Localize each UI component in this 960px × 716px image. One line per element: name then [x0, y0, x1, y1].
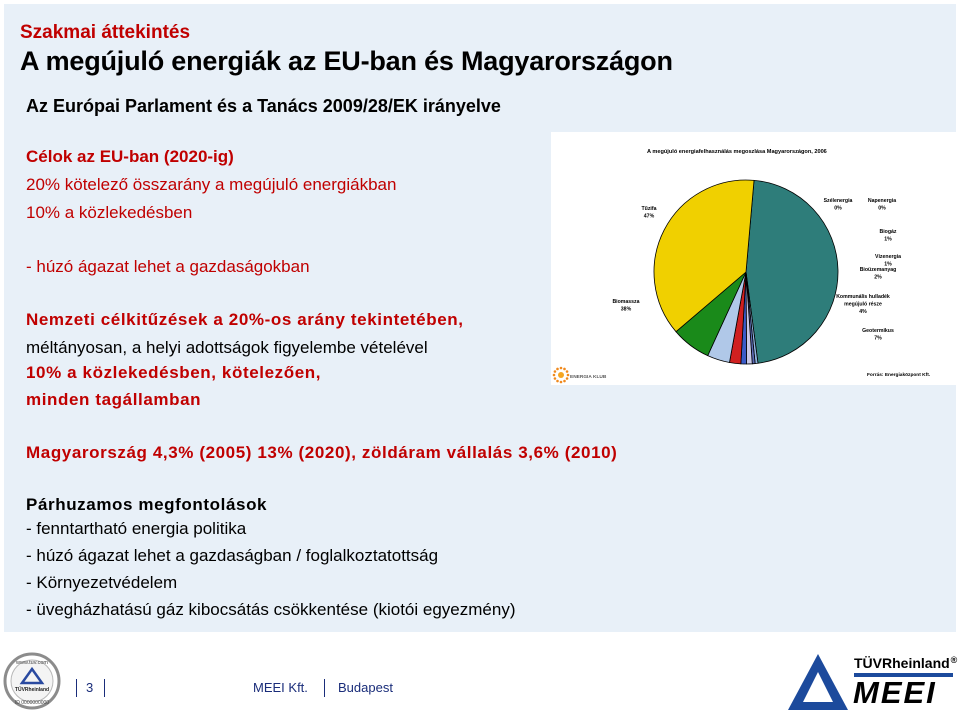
tuv-triangle-icon [19, 666, 45, 685]
directive-heading: Az Európai Parlament és a Tanács 2009/28… [26, 96, 501, 116]
pie-value-label: 1% [884, 237, 892, 243]
pie-category-label: Biomassza [612, 299, 639, 305]
transport-obligation: 10% a közlekedésben, kötelezően, [26, 363, 322, 382]
slide-title: A megújuló energiák az EU-ban és Magyaro… [20, 46, 673, 76]
pie-slices [653, 179, 839, 365]
tuv-brand-text: TÜVRheinland [854, 655, 950, 671]
pie-value-label: 2% [874, 275, 882, 281]
pie-slice [653, 179, 755, 333]
pie-value-label: 47% [644, 214, 655, 220]
badge-url: www.tuv.com [15, 660, 48, 666]
sun-icon [552, 366, 570, 384]
member-states-text: minden tagállamban [26, 390, 202, 409]
consideration-energy-policy: - fenntartható energia politika [26, 519, 247, 538]
tuv-brand: TÜVRheinland® [854, 655, 957, 671]
pie-value-label: 1% [884, 262, 892, 268]
pie-category-label: Szélenergia [824, 198, 853, 204]
leading-sector-text: - húzó ágazat lehet a gazdaságokban [26, 257, 310, 276]
tuv-logo-triangle-icon [788, 654, 848, 710]
pie-value-label: 4% [859, 309, 867, 315]
city-name: Budapest [338, 680, 393, 695]
pie-category-label: Biogáz [879, 229, 896, 235]
footer-divider [76, 679, 77, 697]
pie-value-label: 0% [834, 206, 842, 212]
pie-chart-figure: A megújuló energiafelhasználás megoszlás… [551, 132, 958, 385]
tuv-certification-badge: www.tuv.com TÜVRheinland ID 0000000000 [3, 652, 61, 710]
consideration-ghg: - üvegházhatású gáz kibocsátás csökkenté… [26, 600, 516, 619]
footer-divider [324, 679, 325, 697]
chart-title: A megújuló energiafelhasználás megoszlás… [647, 149, 827, 155]
pie-chart: A megújuló energiafelhasználás megoszlás… [552, 149, 930, 384]
meei-logo-text: MEEI [853, 675, 937, 710]
consideration-environment: - Környezetvédelem [26, 573, 178, 592]
eu-goal-renewables: 20% kötelező összarány a megújuló energi… [26, 175, 397, 194]
slide-subtitle: Szakmai áttekintés [20, 22, 191, 43]
consideration-employment: - húzó ágazat lehet a gazdaságban / fogl… [26, 546, 439, 565]
logo-text: ENERGIA KLUB [570, 374, 607, 380]
pie-value-label: 0% [878, 206, 886, 212]
pie-category-label: Bioüzemanyag [860, 267, 897, 273]
footer-divider [104, 679, 105, 697]
pie-category-label: Geotermikus [862, 328, 894, 334]
badge-id: ID 0000000000 [15, 700, 49, 706]
pie-slice [745, 179, 839, 364]
parallel-considerations-heading: Párhuzamos megfontolások [26, 495, 268, 514]
pie-category-label: Napenergia [868, 198, 896, 204]
energia-klub-logo: ENERGIA KLUB [552, 366, 607, 384]
hungary-figures: Magyarország 4,3% (2005) 13% (2020), zöl… [26, 443, 618, 462]
pie-category-label: megújuló része [844, 302, 882, 308]
eu-goal-transport: 10% a közlekedésben [26, 203, 193, 222]
pie-category-label: Kommunális hulladék [836, 294, 890, 300]
badge-name: TÜVRheinland [15, 686, 49, 693]
pie-category-label: Vízenergia [875, 254, 901, 260]
pie-value-label: 38% [621, 307, 632, 313]
pie-value-label: 7% [874, 336, 882, 342]
company-name: MEEI Kft. [253, 680, 308, 695]
pie-slice-labels: Tűzifa 47% Szélenergia 0% Napenergia 0% Biogáz… [612, 198, 901, 342]
chart-source: Forrás: Energiaközpont Kft. [867, 372, 930, 378]
pie-category-label: Tűzifa [642, 206, 657, 212]
national-targets-text: méltányosan, a helyi adottságok figyelem… [26, 338, 428, 357]
page-number: 3 [86, 680, 94, 695]
meei-logo: MEEI [852, 672, 953, 708]
national-targets-heading: Nemzeti célkitűzések a 20%-os arány teki… [26, 310, 464, 329]
eu-goals-heading: Célok az EU-ban (2020-ig) [26, 147, 234, 166]
registered-mark: ® [950, 655, 958, 665]
meei-logo-bar [854, 673, 953, 677]
